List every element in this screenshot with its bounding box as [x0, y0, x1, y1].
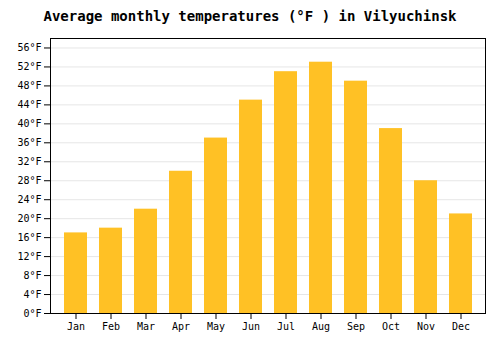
- svg-text:Dec: Dec: [452, 321, 470, 332]
- svg-text:Jun: Jun: [242, 321, 260, 332]
- svg-text:Sep: Sep: [347, 321, 365, 332]
- svg-text:52°F: 52°F: [17, 61, 41, 72]
- svg-text:24°F: 24°F: [17, 194, 41, 205]
- svg-text:20°F: 20°F: [17, 213, 41, 224]
- svg-text:8°F: 8°F: [23, 270, 41, 281]
- svg-text:Jan: Jan: [67, 321, 85, 332]
- svg-text:Feb: Feb: [102, 321, 120, 332]
- svg-text:4°F: 4°F: [23, 289, 41, 300]
- svg-text:Aug: Aug: [312, 321, 330, 332]
- svg-text:48°F: 48°F: [17, 80, 41, 91]
- svg-text:Jul: Jul: [277, 321, 295, 332]
- svg-text:36°F: 36°F: [17, 137, 41, 148]
- svg-text:Apr: Apr: [172, 321, 190, 332]
- svg-text:May: May: [207, 321, 225, 332]
- html-text:Average monthly temperatures (: Average monthly temperatures (°F ) in Vi…: [43, 8, 457, 24]
- svg-text:0°F: 0°F: [23, 308, 41, 319]
- svg-text:Nov: Nov: [417, 321, 435, 332]
- svg-text:28°F: 28°F: [17, 175, 41, 186]
- svg-text:16°F: 16°F: [17, 232, 41, 243]
- svg-text:40°F: 40°F: [17, 118, 41, 129]
- svg-text:Mar: Mar: [137, 321, 155, 332]
- svg-text:32°F: 32°F: [17, 156, 41, 167]
- svg-text:56°F: 56°F: [17, 42, 41, 53]
- svg-text:12°F: 12°F: [17, 251, 41, 262]
- svg-text:44°F: 44°F: [17, 99, 41, 110]
- svg-text:Oct: Oct: [382, 321, 400, 332]
